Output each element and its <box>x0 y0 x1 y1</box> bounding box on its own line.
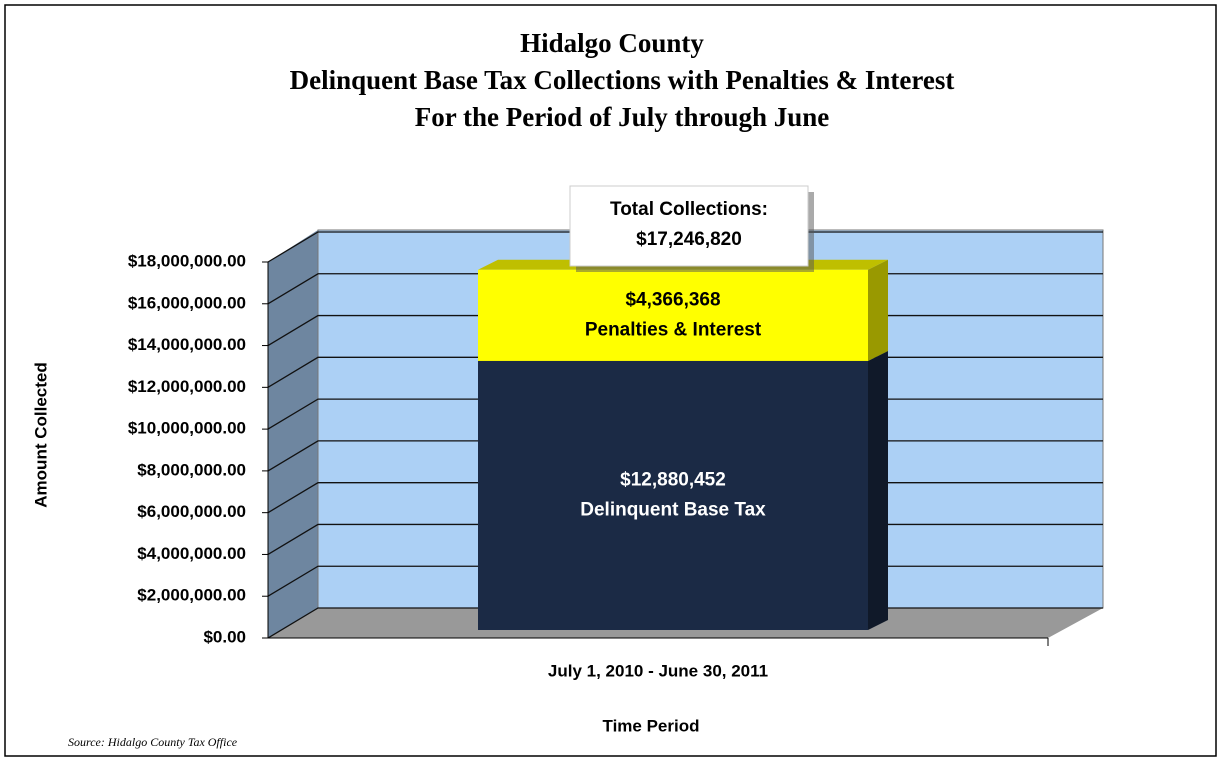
bar <box>478 360 868 630</box>
data-label: $12,880,452 <box>620 469 726 490</box>
data-label: $4,366,368 <box>625 289 720 310</box>
annotation: Total Collections: <box>610 199 768 220</box>
y-tick-label: $14,000,000.00 <box>128 335 246 354</box>
series-label: Delinquent Base Tax <box>580 499 766 520</box>
annotation: $17,246,820 <box>636 229 742 250</box>
chart-title: For the Period of July through June <box>415 102 830 132</box>
y-axis-label: Amount Collected <box>31 362 50 507</box>
chart-title: Delinquent Base Tax Collections with Pen… <box>290 65 955 95</box>
y-tick-label: $0.00 <box>203 627 246 646</box>
y-tick-label: $10,000,000.00 <box>128 419 246 438</box>
bar <box>478 269 868 361</box>
annotation-box <box>569 185 809 267</box>
bar-side <box>868 350 888 630</box>
bar-side <box>868 259 888 361</box>
y-tick-label: $12,000,000.00 <box>128 377 246 396</box>
x-axis-label: Time Period <box>603 716 700 735</box>
source: Source: Hidalgo County Tax Office <box>68 735 238 749</box>
series-label: Penalties & Interest <box>585 319 762 340</box>
y-tick-label: $2,000,000.00 <box>137 586 246 605</box>
y-tick-label: $4,000,000.00 <box>137 544 246 563</box>
grid-line <box>267 231 1103 263</box>
x-tick-label: July 1, 2010 - June 30, 2011 <box>548 661 768 680</box>
y-tick-label: $8,000,000.00 <box>137 460 246 479</box>
y-tick-label: $16,000,000.00 <box>128 293 246 312</box>
y-tick-label: $18,000,000.00 <box>128 251 246 270</box>
chart-title: Hidalgo County <box>520 28 704 58</box>
y-tick-label: $6,000,000.00 <box>137 502 246 521</box>
left-wall <box>268 230 318 638</box>
